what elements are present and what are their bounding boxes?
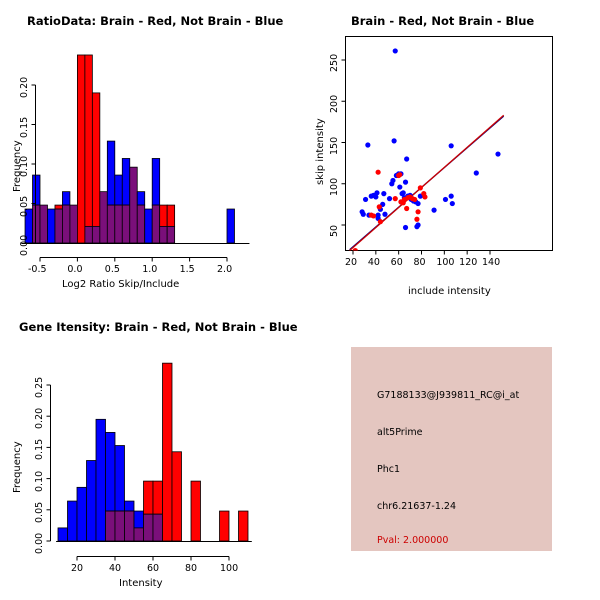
gene-x-tick-0: 20 xyxy=(71,563,84,574)
gene-y-tick-2: 0.10 xyxy=(34,470,45,492)
scatter-y-tick-0: 50 xyxy=(329,224,340,237)
ratio-y-tick-0: 0.00 xyxy=(19,234,30,256)
ratio-histogram-panel: RatioData: Brain - Red, Not Brain - Blue… xyxy=(0,0,300,300)
ratio-y-tick-2: 0.10 xyxy=(19,155,30,177)
gene-y-tick-5: 0.25 xyxy=(34,376,45,398)
ratio-x-tick-0: -0.5 xyxy=(28,264,47,275)
scatter-x-tick-3: 80 xyxy=(413,257,426,268)
ratio-y-tick-3: 0.15 xyxy=(19,116,30,138)
scatter-y-tick-2: 150 xyxy=(329,136,340,155)
scatter-x-tick-0: 20 xyxy=(345,257,358,268)
locus-text: chr6.21637-1.24 xyxy=(377,501,457,512)
ratio-y-tick-4: 0.20 xyxy=(19,76,30,98)
gene-y-tick-3: 0.15 xyxy=(34,439,45,461)
scatter-x-tick-4: 100 xyxy=(436,257,455,268)
scatter-x-tick-6: 140 xyxy=(482,257,501,268)
intensity-scatter-plot xyxy=(341,36,553,255)
scatter-x-axis-label: include intensity xyxy=(408,286,491,297)
scatter-y-axis-label: skip intensity xyxy=(315,118,326,185)
ratio-x-tick-3: 1.0 xyxy=(142,264,158,275)
scatter-x-tick-1: 40 xyxy=(367,257,380,268)
gene-intensity-title: Gene Itensity: Brain - Red, Not Brain - … xyxy=(19,320,298,334)
ratio-x-axis-label: Log2 Ratio Skip/Include xyxy=(62,279,180,290)
gene-x-axis-label: Intensity xyxy=(119,578,163,589)
gene-x-tick-1: 40 xyxy=(109,563,122,574)
ratio-x-tick-4: 1.5 xyxy=(179,264,195,275)
gene-y-axis-label: Frequency xyxy=(12,441,23,493)
ratio-histogram-title: RatioData: Brain - Red, Not Brain - Blue xyxy=(27,14,284,28)
gene-y-tick-1: 0.05 xyxy=(34,501,45,523)
scatter-y-tick-3: 200 xyxy=(329,95,340,114)
scatter-y-tick-1: 100 xyxy=(329,177,340,196)
gene-intensity-plot xyxy=(46,362,252,561)
gene-x-tick-4: 100 xyxy=(220,563,239,574)
ratio-x-tick-5: 2.0 xyxy=(217,264,233,275)
event-type-text: alt5Prime xyxy=(377,427,423,438)
gene-x-tick-2: 60 xyxy=(147,563,160,574)
gene-symbol-text: Phc1 xyxy=(377,464,401,475)
ratio-x-tick-1: 0.0 xyxy=(67,264,83,275)
scatter-x-tick-5: 120 xyxy=(459,257,478,268)
intensity-scatter-title: Brain - Red, Not Brain - Blue xyxy=(351,14,535,28)
scatter-y-tick-4: 250 xyxy=(329,53,340,72)
ratio-y-tick-1: 0.05 xyxy=(19,195,30,217)
gene-x-tick-3: 80 xyxy=(185,563,198,574)
ratio-x-tick-2: 0.5 xyxy=(104,264,120,275)
gene-y-tick-0: 0.00 xyxy=(34,532,45,554)
scatter-x-tick-2: 60 xyxy=(390,257,403,268)
gene-y-tick-4: 0.20 xyxy=(34,408,45,430)
intensity-scatter-panel: Brain - Red, Not Brain - Blue include in… xyxy=(300,0,600,300)
ratio-histogram-plot xyxy=(21,54,250,262)
probe-id-text: G7188133@J939811_RC@i_at xyxy=(377,390,520,401)
probe-info-panel: G7188133@J939811_RC@i_at alt5Prime Phc1 … xyxy=(351,347,552,551)
pval-text: Pval: 2.000000 xyxy=(377,535,449,546)
gene-intensity-panel: Gene Itensity: Brain - Red, Not Brain - … xyxy=(0,300,300,600)
